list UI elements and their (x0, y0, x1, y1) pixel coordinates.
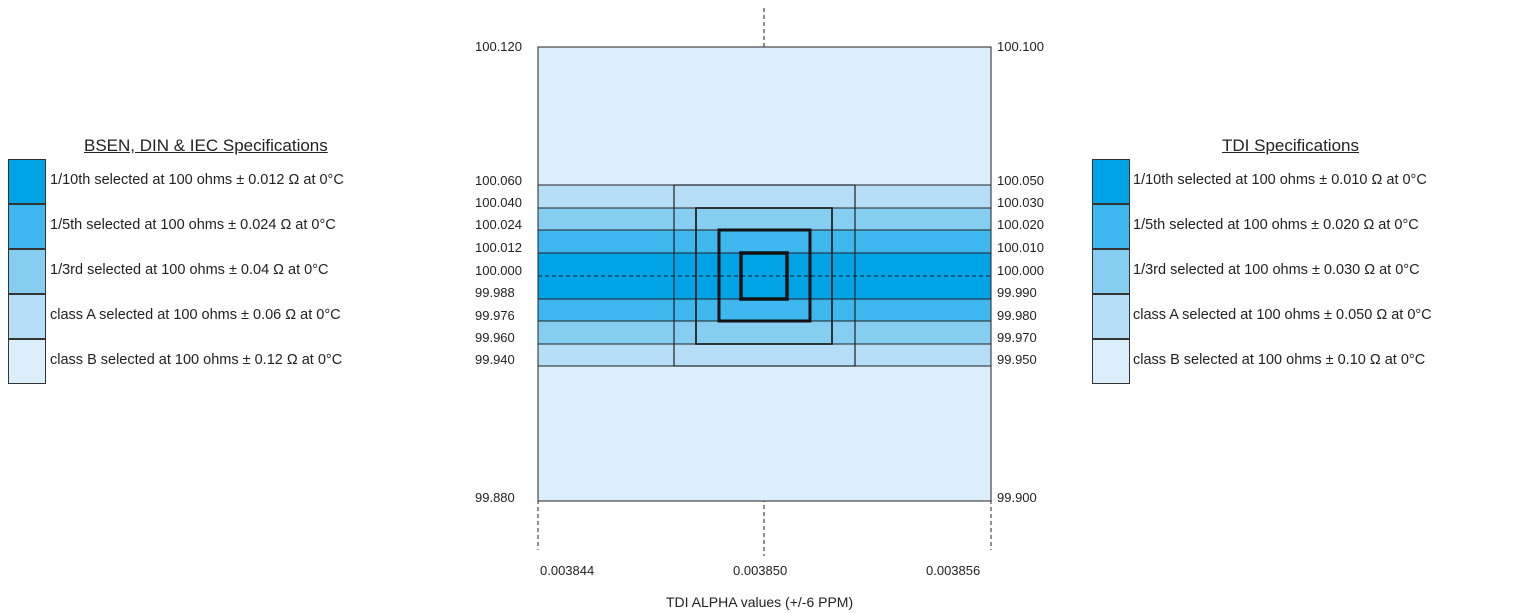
x-tick-label: 0.003856 (926, 563, 981, 578)
left-legend-item-1-3rd: 1/3rd selected at 100 ohms ± 0.04 Ω at 0… (50, 262, 329, 278)
right-legend-item-class-a: class A selected at 100 ohms ± 0.050 Ω a… (1133, 307, 1432, 323)
right-tick-label: 100.030 (997, 195, 1044, 210)
right-swatch-class-a (1092, 294, 1130, 339)
left-tick-label: 100.120 (475, 39, 522, 54)
x-tick-label: 0.003850 (733, 563, 788, 578)
left-legend-item-1-10th: 1/10th selected at 100 ohms ± 0.012 Ω at… (50, 172, 344, 188)
left-swatch-1-3rd (8, 249, 46, 294)
left-tick-label: 100.060 (475, 173, 522, 188)
tdi-1-10th-square (739, 251, 789, 301)
right-swatch-1-5th (1092, 204, 1130, 249)
right-tick-label: 100.020 (997, 217, 1044, 232)
right-tick-label: 99.900 (997, 490, 1037, 505)
left-tick-label: 99.960 (475, 330, 515, 345)
x-axis-title: TDI ALPHA values (+/-6 PPM) (666, 594, 854, 610)
right-tick-label: 99.980 (997, 308, 1037, 323)
right-legend-item-class-b: class B selected at 100 ohms ± 0.10 Ω at… (1133, 352, 1426, 368)
left-swatch-class-a (8, 294, 46, 339)
left-tick-label: 99.880 (475, 490, 515, 505)
right-tick-label: 99.990 (997, 285, 1037, 300)
left-tick-label: 99.940 (475, 352, 515, 367)
left-tick-label: 100.000 (475, 263, 522, 278)
right-swatch-1-10th (1092, 159, 1130, 204)
right-tick-label: 100.050 (997, 173, 1044, 188)
right-legend-title: TDI Specifications (1222, 136, 1359, 155)
left-swatch-1-10th (8, 159, 46, 204)
left-tick-label: 99.988 (475, 285, 515, 300)
left-tick-label: 100.012 (475, 240, 522, 255)
right-tick-label: 100.010 (997, 240, 1044, 255)
left-legend-item-1-5th: 1/5th selected at 100 ohms ± 0.024 Ω at … (50, 217, 336, 233)
left-legend-item-class-a: class A selected at 100 ohms ± 0.06 Ω at… (50, 307, 341, 323)
tdi-1-5th-square (717, 228, 812, 323)
right-legend-item-1-10th: 1/10th selected at 100 ohms ± 0.010 Ω at… (1133, 172, 1427, 188)
left-swatch-1-5th (8, 204, 46, 249)
right-tick-label: 99.970 (997, 330, 1037, 345)
right-tick-label: 100.000 (997, 263, 1044, 278)
left-swatch-class-b (8, 339, 46, 384)
right-tick-label: 99.950 (997, 352, 1037, 367)
right-legend-item-1-3rd: 1/3rd selected at 100 ohms ± 0.030 Ω at … (1133, 262, 1420, 278)
right-tick-label: 100.100 (997, 39, 1044, 54)
left-tick-label: 99.976 (475, 308, 515, 323)
left-tick-label: 100.024 (475, 217, 522, 232)
right-swatch-class-b (1092, 339, 1130, 384)
left-legend-title: BSEN, DIN & IEC Specifications (84, 136, 328, 155)
tdi-1-3rd-square (695, 207, 833, 345)
right-legend-item-1-5th: 1/5th selected at 100 ohms ± 0.020 Ω at … (1133, 217, 1419, 233)
right-swatch-1-3rd (1092, 249, 1130, 294)
left-legend-item-class-b: class B selected at 100 ohms ± 0.12 Ω at… (50, 352, 343, 368)
left-tick-label: 100.040 (475, 195, 522, 210)
x-tick-label: 0.003844 (540, 563, 595, 578)
tdi-class-a-square (673, 184, 856, 367)
